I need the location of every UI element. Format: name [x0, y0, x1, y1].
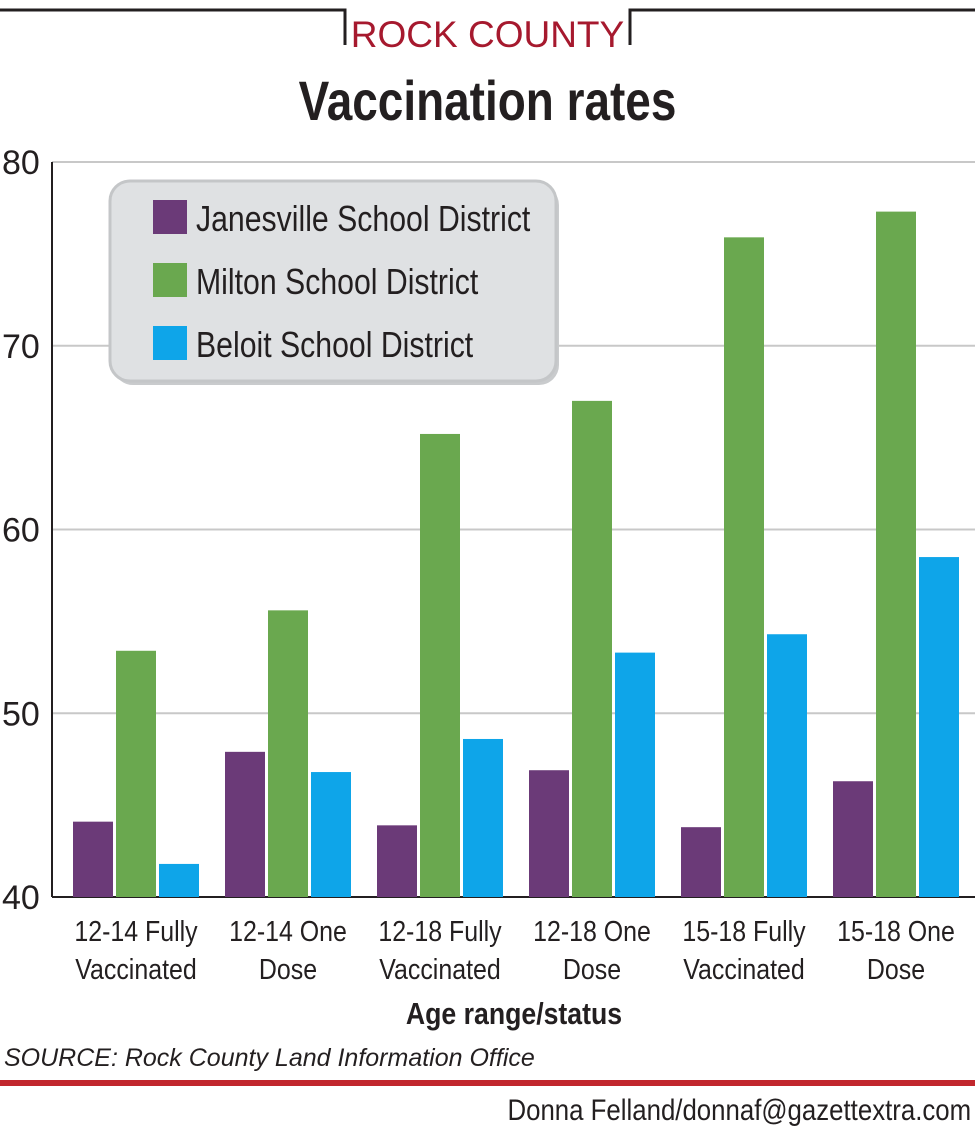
x-tick-label: 12-18 Fully: [378, 915, 502, 947]
legend-swatch: [153, 263, 187, 297]
header-kicker-frame: ROCK COUNTY: [0, 0, 975, 60]
y-tick-label: 40: [2, 879, 40, 917]
x-tick-label: Vaccinated: [379, 953, 500, 985]
legend-swatch: [153, 200, 187, 234]
source-note: SOURCE: Rock County Land Information Off…: [4, 1044, 535, 1072]
x-tick-label: Dose: [259, 953, 317, 985]
x-tick-label: Vaccinated: [683, 953, 804, 985]
x-tick-label: Vaccinated: [75, 953, 196, 985]
bar: [377, 825, 417, 897]
credit-line: Donna Felland/donnaf@gazettextra.com: [507, 1094, 971, 1127]
bar: [572, 400, 612, 897]
x-tick-label: 15-18 Fully: [682, 915, 806, 947]
bar: [420, 433, 460, 897]
bar: [73, 821, 113, 897]
bar: [225, 751, 265, 897]
y-tick-label: 50: [2, 695, 40, 733]
bar: [311, 772, 351, 897]
legend-label: Janesville School District: [196, 200, 530, 240]
legend-swatch: [153, 326, 187, 360]
divider-rule: [0, 1080, 975, 1086]
bar: [724, 237, 764, 897]
legend-box: [108, 179, 558, 383]
bar: [919, 557, 959, 897]
x-tick-label: 12-14 Fully: [74, 915, 198, 947]
x-tick-label: Dose: [563, 953, 621, 985]
x-axis-title: Age range/status: [406, 997, 622, 1031]
bar: [681, 827, 721, 897]
kicker-brackets: [0, 8, 975, 45]
x-tick-label: 12-18 One: [533, 915, 651, 947]
bar: [463, 738, 503, 897]
y-tick-label: 70: [2, 328, 40, 366]
bar-chart: 80 70 60 50 40 12-14 Fully Vaccinated 12-14 One…: [2, 144, 975, 1032]
bar: [833, 781, 873, 897]
bar: [615, 652, 655, 897]
legend-label: Beloit School District: [196, 326, 473, 366]
bar: [767, 634, 807, 897]
kicker-label: ROCK COUNTY: [350, 14, 625, 55]
bar: [116, 650, 156, 897]
legend-label: Milton School District: [196, 263, 478, 303]
x-tick-label: 12-14 One: [229, 915, 347, 947]
bar: [529, 770, 569, 897]
chart-title: Vaccination rates: [298, 69, 677, 132]
bar: [876, 211, 916, 898]
x-tick-label: Dose: [867, 953, 925, 985]
x-tick-label: 15-18 One: [837, 915, 955, 947]
bar: [159, 863, 199, 897]
y-tick-label: 80: [2, 144, 40, 182]
bar: [268, 610, 308, 897]
y-tick-label: 60: [2, 512, 40, 550]
